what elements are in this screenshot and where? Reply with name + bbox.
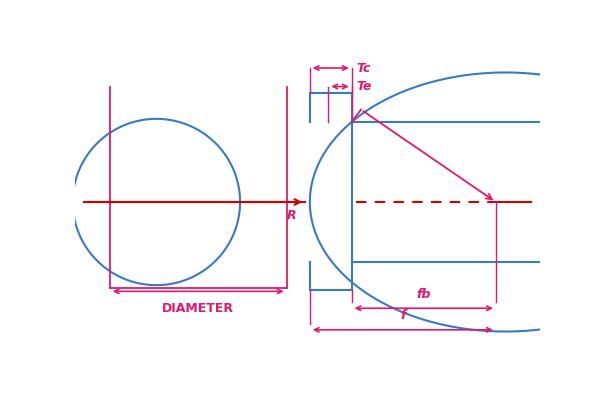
Text: DIAMETER: DIAMETER	[162, 302, 234, 315]
Text: Tc: Tc	[356, 62, 371, 74]
Text: f: f	[400, 309, 406, 322]
Text: R: R	[286, 209, 296, 222]
Text: Te: Te	[356, 80, 372, 93]
Text: fb: fb	[416, 288, 431, 300]
